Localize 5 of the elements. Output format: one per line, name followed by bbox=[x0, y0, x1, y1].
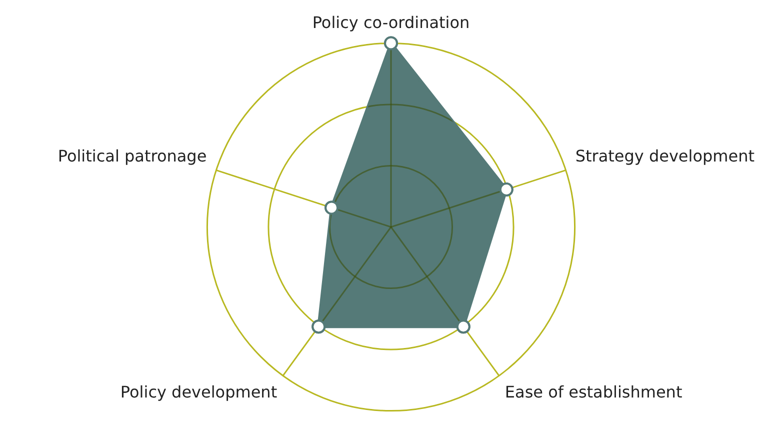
spoke-label: Ease of establishment bbox=[504, 382, 682, 402]
spoke-label: Political patronage bbox=[58, 146, 207, 166]
spoke-label: Policy co-ordination bbox=[312, 12, 470, 32]
spoke-label: Policy development bbox=[120, 382, 278, 402]
spoke-label: Strategy development bbox=[575, 146, 754, 166]
